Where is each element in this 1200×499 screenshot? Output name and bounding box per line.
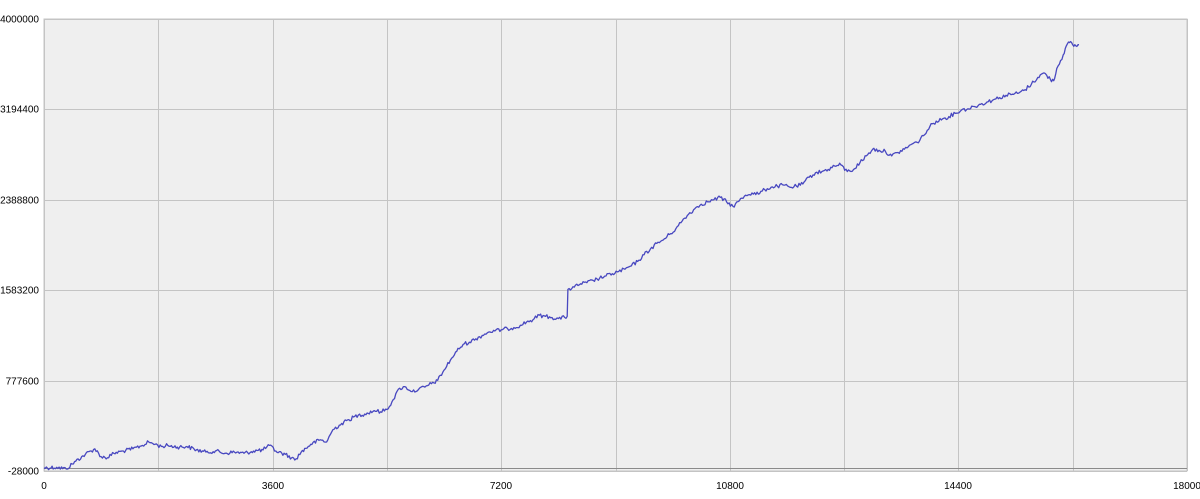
x-tick-label: 3600 (262, 481, 285, 492)
x-tick-label: 10800 (716, 481, 744, 492)
plot-area (43, 18, 1188, 472)
x-tick-label: 14400 (944, 481, 972, 492)
x-axis-tick-labels: 0 3600 7200 10800 14400 18000 (41, 481, 1200, 492)
y-axis-tick-labels: -28000 777600 1583200 2388800 3194400 4000000 (0, 15, 39, 478)
y-tick-label: 3194400 (0, 105, 39, 116)
series-line (43, 40, 1080, 471)
x-tick-label: 7200 (490, 481, 513, 492)
y-tick-label: -28000 (8, 467, 40, 478)
x-tick-label: 18000 (1173, 481, 1200, 492)
x-tick-label: 0 (41, 481, 47, 492)
grid-lines (44, 19, 1188, 472)
y-tick-label: 777600 (6, 377, 40, 388)
y-tick-label: 1583200 (0, 286, 39, 297)
y-tick-label: 2388800 (0, 196, 39, 207)
y-tick-label: 4000000 (0, 15, 39, 26)
